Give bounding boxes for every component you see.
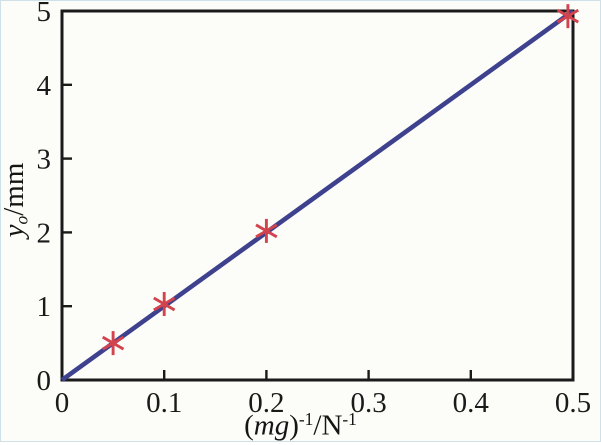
fit-line	[60, 9, 575, 382]
x-axis-label-close: )	[289, 409, 299, 442]
y-tick-label: 2	[37, 217, 52, 249]
x-axis-label-exponent-2: -1	[342, 409, 357, 429]
y-tick-label: 1	[37, 291, 52, 323]
data-point-marker	[101, 331, 125, 356]
data-point-marker	[255, 218, 278, 243]
plot-frame	[60, 9, 575, 382]
x-tick-label: 0.2	[248, 387, 284, 419]
marker-spoke	[153, 296, 176, 312]
marker-spoke	[255, 223, 278, 239]
x-axis-label-exponent-1: -1	[298, 409, 314, 429]
marker-spoke	[101, 335, 125, 351]
y-axis-label-subscript: o	[11, 215, 32, 225]
data-point-marker	[556, 4, 580, 29]
y-axis-label: yo/mm	[0, 119, 38, 281]
data-point-marker	[153, 291, 176, 316]
marker-spoke	[556, 8, 580, 24]
x-tick-label: 0	[55, 387, 70, 419]
x-tick-label: 0.5	[555, 387, 591, 419]
x-axis-label-unit: /N	[313, 409, 343, 442]
x-axis-label: (mg)-1/N-1	[0, 409, 601, 443]
y-axis-label-var: y	[0, 224, 30, 238]
x-tick-label: 0.1	[146, 387, 182, 419]
y-axis-label-unit: /mm	[0, 162, 30, 216]
x-tick-label: 0.4	[453, 387, 490, 419]
y-tick-label: 0	[37, 365, 52, 397]
y-tick-label: 5	[37, 0, 52, 28]
x-axis-label-var: mg	[253, 409, 290, 442]
y-tick-label: 4	[37, 70, 52, 102]
y-tick-label: 3	[37, 144, 52, 176]
x-tick-label: 0.3	[350, 387, 386, 419]
x-axis-label-open: (	[244, 409, 254, 442]
